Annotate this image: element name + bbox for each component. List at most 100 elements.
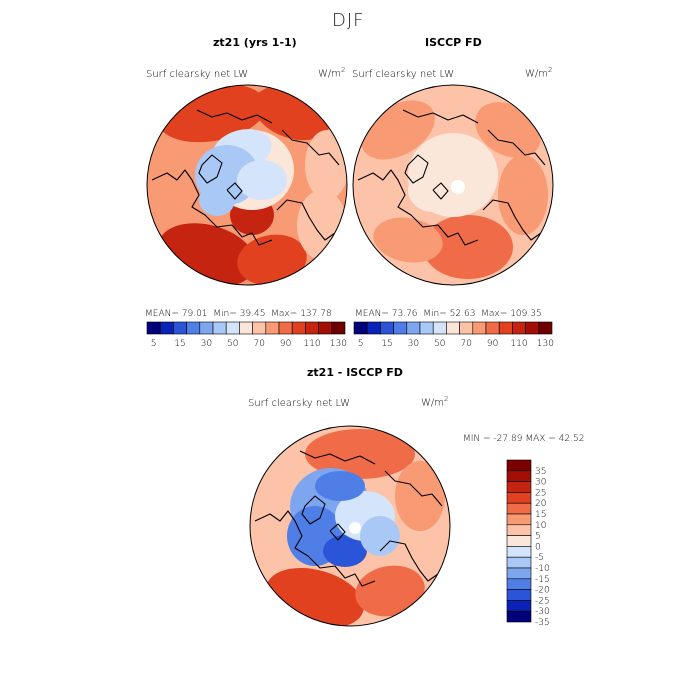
colorbar-tick-label: 15 bbox=[174, 339, 185, 349]
panel3-max-label: MAX = bbox=[525, 434, 556, 444]
colorbar-swatch bbox=[186, 321, 201, 335]
coastline-alaska bbox=[402, 109, 479, 124]
colorbar-swatch bbox=[506, 578, 532, 590]
colorbar-tick-label: 70 bbox=[253, 339, 264, 349]
colorbar-tick-label: 15 bbox=[381, 339, 392, 349]
colorbar-2: 5 15 30 50 70 90 110 130 bbox=[353, 321, 554, 349]
colorbar-swatch bbox=[506, 556, 532, 569]
panel1-units-exp: 2 bbox=[341, 66, 346, 74]
colorbar-swatch bbox=[506, 567, 532, 580]
panel2-units: W/m2 bbox=[525, 66, 552, 79]
colorbar-swatch bbox=[366, 321, 381, 335]
figure-title: DJF bbox=[332, 10, 365, 31]
colorbar-swatch bbox=[212, 321, 227, 335]
colorbar-swatch bbox=[446, 321, 460, 335]
panel3-variable: Surf clearsky net LW bbox=[248, 398, 351, 409]
colorbar-swatch bbox=[199, 321, 214, 335]
colorbar-swatch bbox=[419, 321, 434, 335]
colorbar-swatch bbox=[406, 321, 421, 335]
panel1-units-base: W/m bbox=[318, 68, 341, 80]
pole-mask bbox=[349, 522, 361, 534]
colorbar-tick-label: -15 bbox=[535, 575, 550, 585]
colorbar-swatch bbox=[506, 589, 532, 601]
coastline-siberia bbox=[487, 129, 546, 166]
field-region bbox=[498, 155, 548, 235]
colorbar-tick-label: 20 bbox=[535, 499, 546, 509]
panel1-max-label: Max= bbox=[271, 309, 298, 319]
colorbar-swatch bbox=[239, 321, 253, 335]
field-region bbox=[305, 130, 347, 200]
colorbar-tick-label: 5 bbox=[151, 339, 157, 349]
panel2-mean-label: MEAN= bbox=[355, 309, 389, 319]
field-region bbox=[395, 461, 445, 531]
colorbar-tick-label: 130 bbox=[537, 339, 554, 349]
colorbar-swatch bbox=[353, 321, 368, 335]
panel2-max: 109.35 bbox=[510, 309, 542, 319]
colorbar-swatch bbox=[525, 321, 540, 335]
colorbar-swatch bbox=[252, 321, 267, 335]
colorbar-tick-label: 130 bbox=[330, 339, 347, 349]
colorbar-swatch bbox=[506, 513, 532, 526]
coastline-north-america bbox=[357, 169, 479, 246]
field-region bbox=[237, 160, 287, 200]
colorbar-swatch bbox=[506, 481, 532, 493]
panel3-min-label: MIN = bbox=[463, 434, 491, 444]
colorbar-swatch bbox=[506, 459, 532, 472]
colorbar-tick-label: 25 bbox=[535, 488, 546, 498]
colorbar-swatch bbox=[506, 610, 532, 623]
colorbar-swatch bbox=[318, 321, 333, 335]
coastline-greenland bbox=[404, 154, 429, 184]
coastline-island bbox=[226, 182, 243, 200]
coastline-north-america bbox=[254, 510, 376, 587]
panel2-title: ISCCP FD bbox=[425, 36, 482, 49]
field-region bbox=[355, 565, 425, 617]
colorbar-tick-label: 5 bbox=[358, 339, 364, 349]
coastline-greenland bbox=[301, 495, 326, 525]
polar-map-1 bbox=[146, 84, 348, 286]
colorbar-swatch bbox=[278, 321, 293, 335]
colorbar-swatch bbox=[225, 321, 240, 335]
colorbar-swatch bbox=[459, 321, 474, 335]
colorbar-swatch bbox=[432, 321, 447, 335]
field-region bbox=[297, 190, 347, 260]
pole-mask bbox=[451, 180, 465, 194]
coastline-north-america bbox=[151, 169, 273, 246]
panel1-title: zt21 (yrs 1-1) bbox=[213, 36, 297, 49]
colorbar-swatch bbox=[506, 492, 532, 504]
colorbar-swatch bbox=[506, 524, 532, 536]
colorbar-tick-label: 90 bbox=[487, 339, 498, 349]
colorbar-swatch bbox=[506, 502, 532, 515]
polar-map-2 bbox=[352, 84, 554, 286]
panel2-max-label: Max= bbox=[481, 309, 508, 319]
colorbar-swatch bbox=[265, 321, 280, 335]
panel3-units-base: W/m bbox=[421, 397, 444, 409]
colorbar-swatch bbox=[173, 321, 187, 335]
coastline-eurasia bbox=[379, 540, 439, 582]
field-region bbox=[373, 217, 443, 263]
field-region bbox=[237, 234, 307, 285]
field-region bbox=[315, 471, 365, 501]
colorbar-swatch bbox=[291, 321, 306, 335]
colorbar-swatch bbox=[146, 321, 161, 335]
coastline-greenland bbox=[198, 154, 223, 184]
coastline-alaska bbox=[196, 109, 273, 124]
colorbar-swatch bbox=[506, 470, 532, 482]
colorbar-tick-label: 35 bbox=[535, 467, 546, 477]
map-boundary bbox=[352, 84, 554, 286]
field-region bbox=[323, 535, 367, 567]
panel1-units: W/m2 bbox=[318, 66, 345, 79]
colorbar-tick-label: 50 bbox=[434, 339, 445, 349]
colorbar-swatch bbox=[472, 321, 487, 335]
colorbar-tick-label: 30 bbox=[535, 478, 546, 488]
map-boundary bbox=[146, 84, 348, 286]
colorbar-swatch bbox=[498, 321, 513, 335]
colorbar-tick-label: 0 bbox=[535, 542, 541, 552]
colorbar-tick-label: 10 bbox=[535, 521, 546, 531]
coastline-island bbox=[329, 523, 346, 541]
panel1-mean: 79.01 bbox=[181, 309, 208, 319]
colorbar-tick-label: 70 bbox=[460, 339, 471, 349]
colorbar-tick-label: -35 bbox=[535, 618, 550, 628]
colorbar-swatch bbox=[159, 321, 174, 335]
